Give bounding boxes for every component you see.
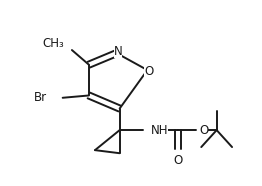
Text: Br: Br: [34, 91, 47, 104]
Text: NH: NH: [150, 124, 168, 137]
Text: N: N: [114, 45, 122, 58]
Text: O: O: [173, 154, 183, 167]
Text: O: O: [144, 65, 154, 78]
Text: CH₃: CH₃: [42, 37, 64, 50]
Text: O: O: [199, 124, 208, 137]
